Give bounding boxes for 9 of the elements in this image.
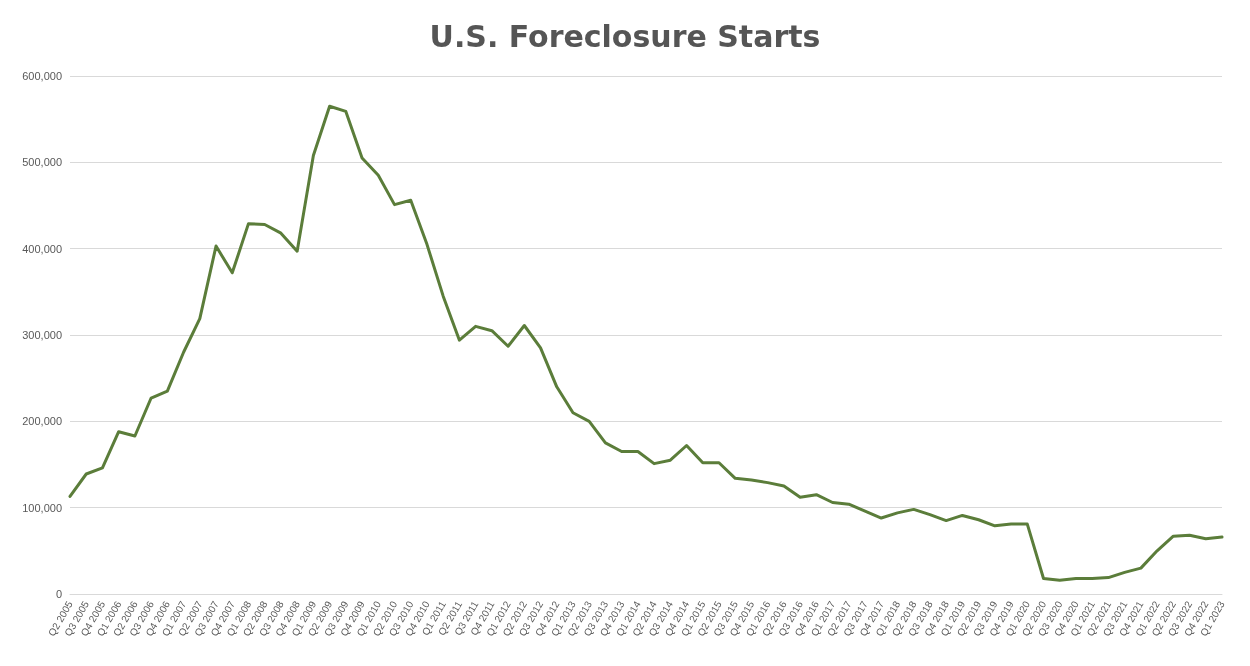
y-tick-label: 400,000 [22,242,62,255]
y-tick-label: 600,000 [22,70,62,82]
y-tick-label: 200,000 [22,415,62,428]
y-tick-label: 100,000 [22,501,62,514]
chart-title: U.S. Foreclosure Starts [429,18,821,54]
y-tick-label: 500,000 [22,156,62,169]
y-tick-label: 300,000 [22,329,62,341]
y-tick-label: 0 [55,588,62,600]
line-series [68,104,1224,582]
